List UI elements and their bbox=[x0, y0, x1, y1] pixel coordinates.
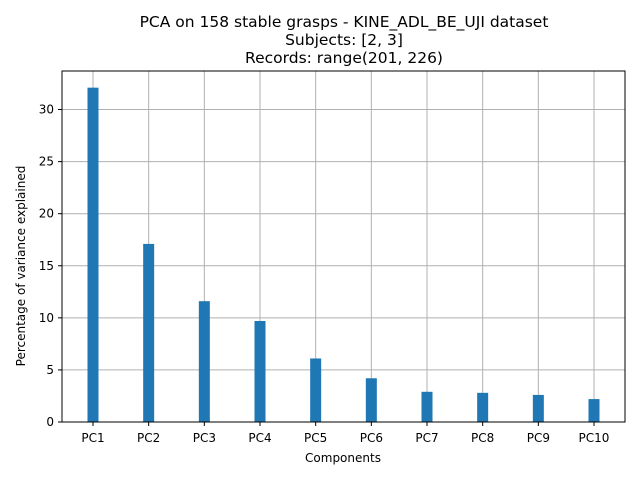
y-tick-label: 20 bbox=[39, 207, 54, 221]
x-tick-label: PC5 bbox=[304, 431, 327, 445]
y-tick-label: 30 bbox=[39, 103, 54, 117]
bar-pc7 bbox=[421, 391, 433, 422]
x-tick-label: PC3 bbox=[193, 431, 216, 445]
bar-pc1 bbox=[87, 87, 99, 423]
x-tick-label: PC6 bbox=[360, 431, 383, 445]
y-tick-label: 0 bbox=[46, 415, 54, 429]
bar-pc3 bbox=[198, 301, 210, 422]
x-tick-label: PC2 bbox=[137, 431, 160, 445]
bar-pc8 bbox=[477, 392, 489, 422]
x-tick-label: PC10 bbox=[579, 431, 610, 445]
axes-layer: PC1 PC2 PC3 PC4 PC5 PC6 PC7 PC8 PC9 PC10 0 5 10 15 20 2… bbox=[39, 70, 626, 445]
bars-layer bbox=[87, 87, 600, 423]
y-tick-label: 25 bbox=[39, 155, 54, 169]
x-tick-label: PC8 bbox=[471, 431, 494, 445]
y-tick-label: 10 bbox=[39, 311, 54, 325]
bar-pc4 bbox=[254, 320, 266, 422]
y-axis-label: Percentage of variance explained bbox=[14, 166, 28, 367]
bar-pc6 bbox=[365, 378, 377, 422]
x-tick-label: PC9 bbox=[527, 431, 550, 445]
chart-title-line-1: PCA on 158 stable grasps - KINE_ADL_BE_U… bbox=[140, 13, 549, 32]
chart-title-line-3: Records: range(201, 226) bbox=[245, 49, 443, 67]
chart-title-line-2: Subjects: [2, 3] bbox=[285, 31, 403, 49]
y-tick-label: 5 bbox=[46, 363, 54, 377]
x-tick-label: PC7 bbox=[415, 431, 438, 445]
plot-frame bbox=[61, 70, 626, 423]
bar-pc10 bbox=[588, 399, 600, 422]
x-axis-label: Components bbox=[305, 451, 381, 465]
x-tick-label: PC4 bbox=[248, 431, 271, 445]
bar-pc2 bbox=[143, 243, 155, 422]
bar-pc5 bbox=[310, 358, 322, 422]
bar-pc9 bbox=[532, 394, 544, 422]
x-tick-label: PC1 bbox=[81, 431, 104, 445]
y-tick-label: 15 bbox=[39, 259, 54, 273]
